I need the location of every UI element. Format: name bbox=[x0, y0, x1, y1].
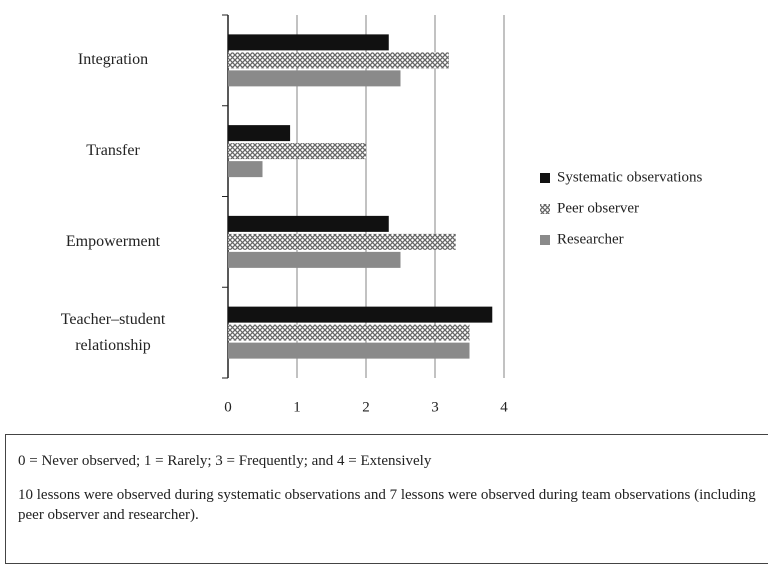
legend-swatch bbox=[540, 173, 550, 183]
x-tick-label: 3 bbox=[431, 399, 439, 415]
bar bbox=[228, 251, 401, 268]
x-tick-label: 4 bbox=[500, 399, 508, 415]
bar bbox=[228, 52, 449, 69]
legend-swatch bbox=[540, 235, 550, 245]
note: 10 lessons were observed during systemat… bbox=[18, 487, 756, 523]
legend-label: Systematic observations bbox=[557, 169, 703, 185]
legend-label: Peer observer bbox=[557, 200, 639, 216]
note: 0 = Never observed; 1 = Rarely; 3 = Freq… bbox=[18, 453, 432, 469]
y-tick-label: Empowerment bbox=[65, 232, 161, 250]
bar bbox=[228, 306, 493, 323]
bar bbox=[228, 215, 389, 232]
bar bbox=[228, 161, 263, 178]
bar bbox=[228, 34, 389, 51]
legend-label: Researcher bbox=[557, 231, 624, 247]
bar bbox=[228, 324, 470, 341]
bar bbox=[228, 143, 366, 160]
x-tick-label: 1 bbox=[293, 399, 301, 415]
legend-swatch bbox=[540, 204, 550, 214]
bar bbox=[228, 70, 401, 87]
bar bbox=[228, 125, 291, 142]
y-tick-label: Teacher–student relationship bbox=[60, 310, 166, 354]
chart: 0 1 2 3 4 Systematic observations Peer observe… bbox=[222, 14, 703, 415]
x-tick-label: 0 bbox=[224, 399, 232, 415]
bar bbox=[228, 342, 470, 359]
y-tick-label: Transfer bbox=[86, 142, 140, 160]
x-tick-label: 2 bbox=[362, 399, 370, 415]
note-box: 0 = Never observed; 1 = Rarely; 3 = Freq… bbox=[5, 434, 768, 564]
bar bbox=[228, 233, 456, 250]
y-tick-label: Integration bbox=[77, 51, 149, 69]
